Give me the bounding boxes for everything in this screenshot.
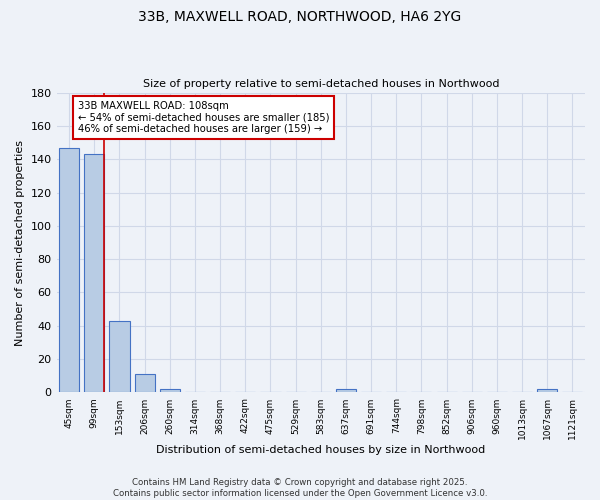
Bar xyxy=(336,389,356,392)
Text: 33B MAXWELL ROAD: 108sqm
← 54% of semi-detached houses are smaller (185)
46% of : 33B MAXWELL ROAD: 108sqm ← 54% of semi-d… xyxy=(78,101,329,134)
Text: 33B, MAXWELL ROAD, NORTHWOOD, HA6 2YG: 33B, MAXWELL ROAD, NORTHWOOD, HA6 2YG xyxy=(139,10,461,24)
Bar xyxy=(59,148,79,392)
Y-axis label: Number of semi-detached properties: Number of semi-detached properties xyxy=(15,140,25,346)
Text: Contains HM Land Registry data © Crown copyright and database right 2025.
Contai: Contains HM Land Registry data © Crown c… xyxy=(113,478,487,498)
X-axis label: Distribution of semi-detached houses by size in Northwood: Distribution of semi-detached houses by … xyxy=(156,445,485,455)
Bar xyxy=(109,321,130,392)
Bar xyxy=(84,154,104,392)
Title: Size of property relative to semi-detached houses in Northwood: Size of property relative to semi-detach… xyxy=(143,79,499,89)
Bar xyxy=(537,389,557,392)
Bar xyxy=(160,389,180,392)
Bar xyxy=(134,374,155,392)
